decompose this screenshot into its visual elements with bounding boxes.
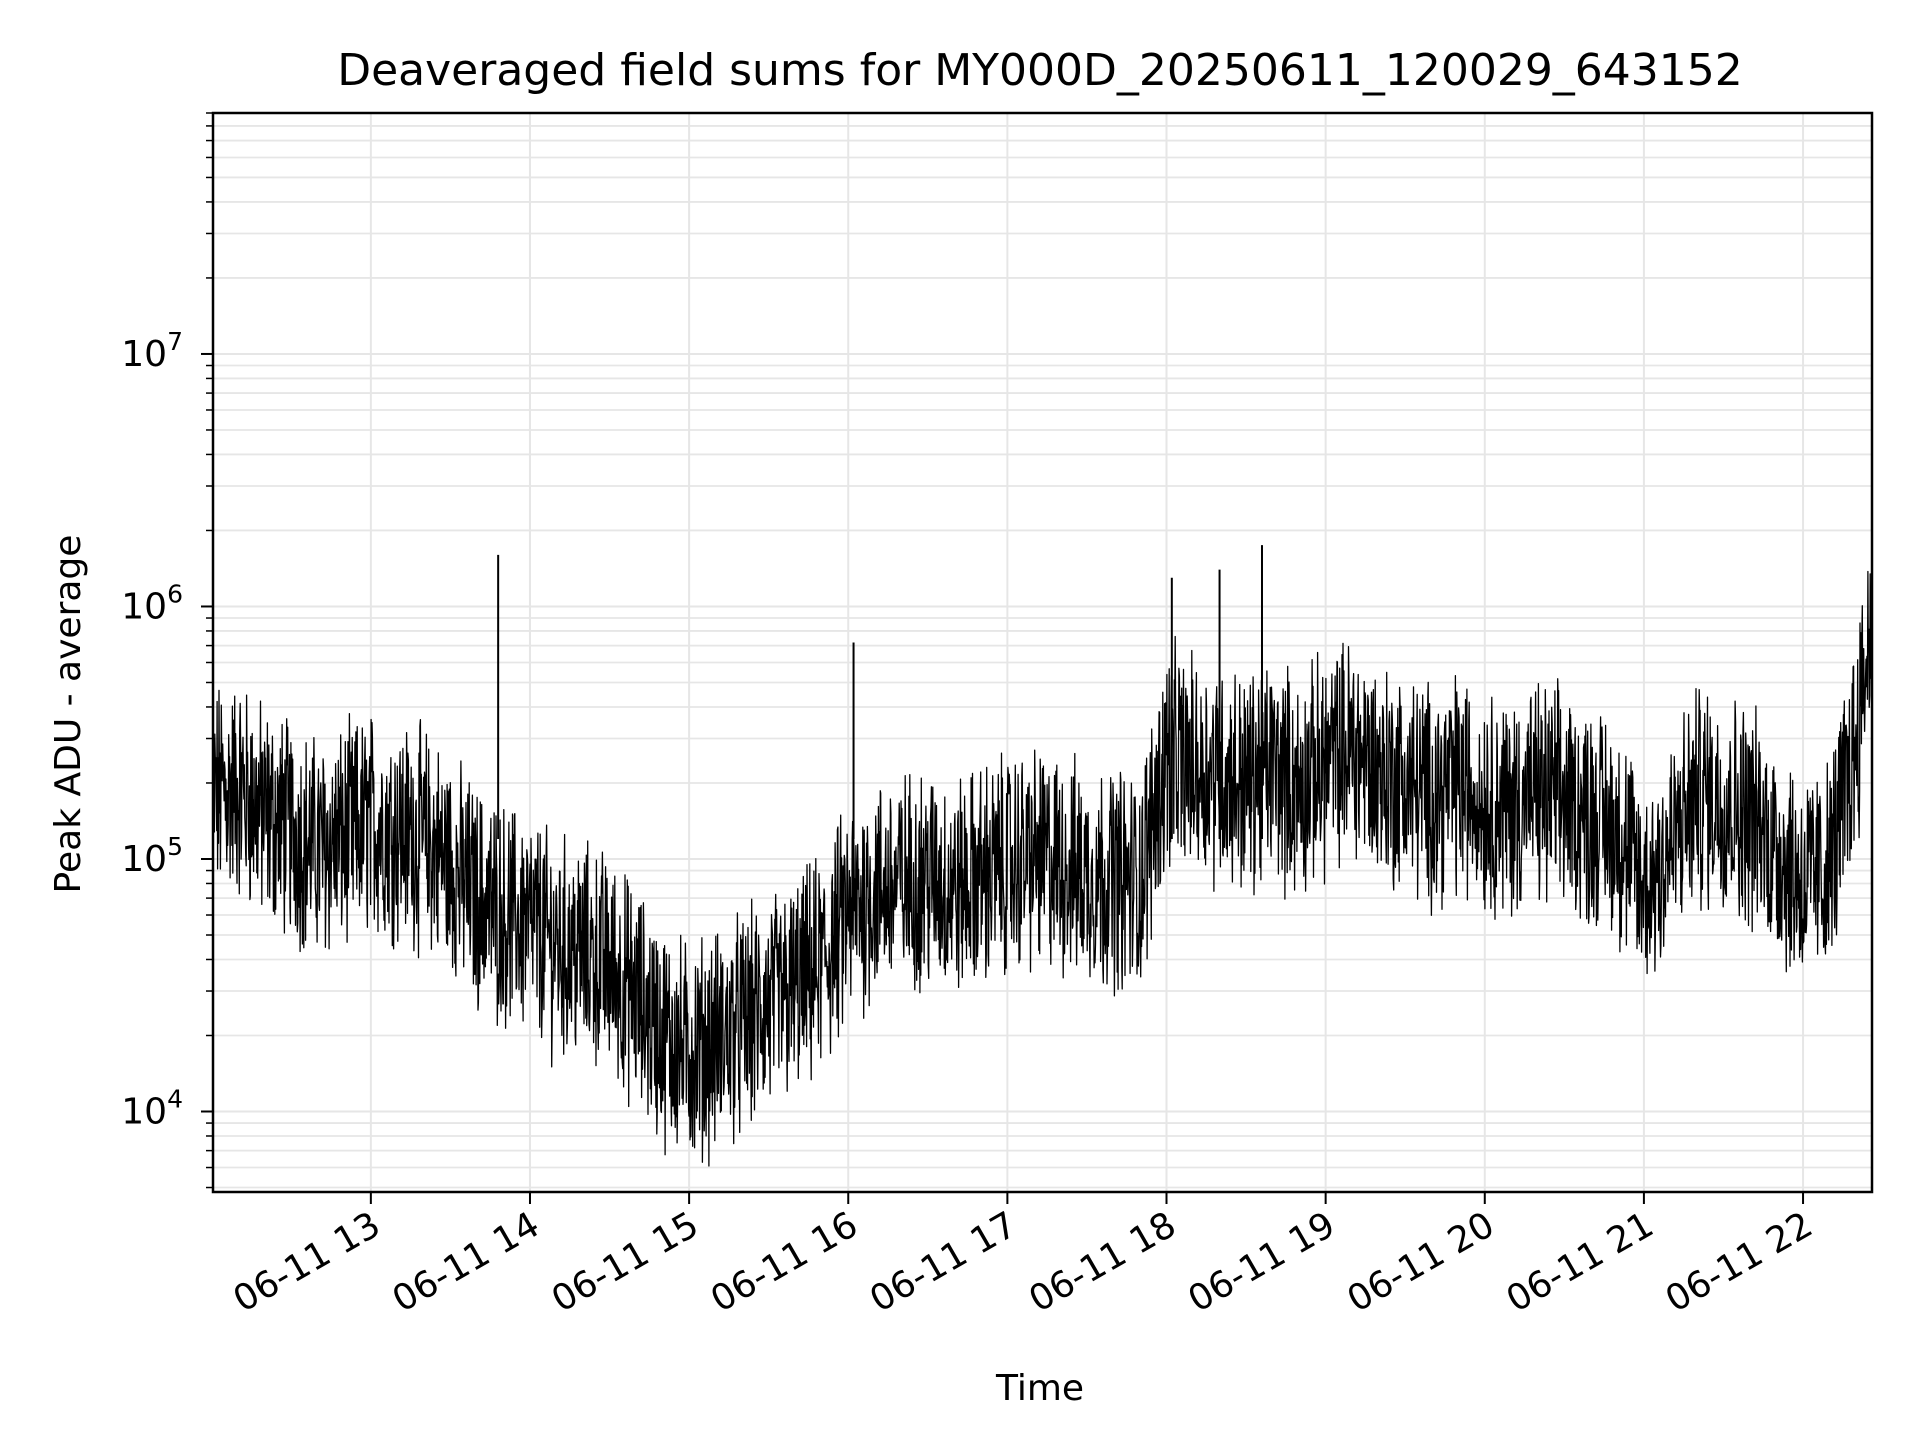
y-tick-label: 105 xyxy=(121,832,183,880)
y-axis-label: Peak ADU - average xyxy=(48,535,89,894)
y-tick-label: 107 xyxy=(121,327,183,375)
chart-title: Deaveraged field sums for MY000D_2025061… xyxy=(337,45,1743,96)
plot-frame xyxy=(211,111,1874,1194)
y-axis: 104 105 106 107 xyxy=(121,112,213,1189)
data-line xyxy=(212,545,1873,1167)
series-line xyxy=(212,570,1873,1167)
grid xyxy=(213,112,1872,1192)
y-tick-label: 104 xyxy=(121,1085,183,1133)
y-tick-label: 106 xyxy=(121,579,183,627)
x-axis-label: Time xyxy=(995,1368,1084,1409)
